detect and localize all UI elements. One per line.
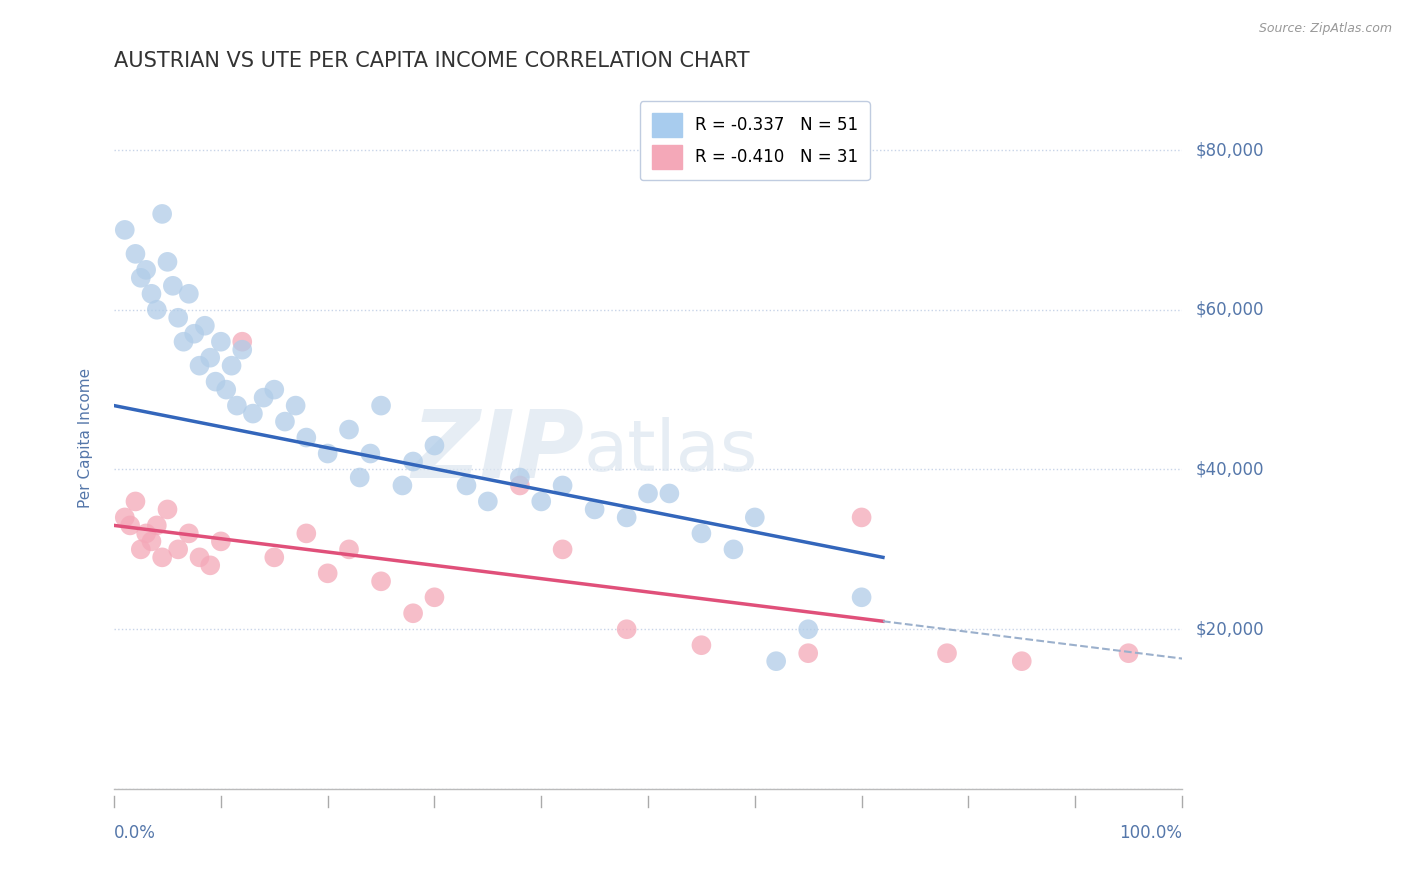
- Point: [797, 622, 820, 636]
- Point: [135, 526, 157, 541]
- Point: [274, 415, 297, 429]
- Point: [658, 486, 681, 500]
- Point: [141, 534, 163, 549]
- Point: [295, 431, 318, 445]
- Point: [370, 399, 392, 413]
- Point: [530, 494, 553, 508]
- Point: [156, 502, 179, 516]
- Point: [391, 478, 413, 492]
- Point: [637, 486, 659, 500]
- Point: [183, 326, 205, 341]
- Point: [156, 255, 179, 269]
- Y-axis label: Per Capita Income: Per Capita Income: [79, 368, 93, 508]
- Point: [177, 526, 200, 541]
- Text: $60,000: $60,000: [1197, 301, 1264, 318]
- Point: [167, 542, 190, 557]
- Point: [263, 383, 285, 397]
- Text: $20,000: $20,000: [1197, 620, 1264, 639]
- Text: atlas: atlas: [583, 417, 758, 486]
- Text: AUSTRIAN VS UTE PER CAPITA INCOME CORRELATION CHART: AUSTRIAN VS UTE PER CAPITA INCOME CORREL…: [114, 51, 749, 70]
- Point: [402, 607, 425, 621]
- Text: $40,000: $40,000: [1197, 460, 1264, 478]
- Point: [284, 399, 307, 413]
- Point: [252, 391, 274, 405]
- Point: [150, 550, 173, 565]
- Point: [477, 494, 499, 508]
- Point: [936, 646, 959, 660]
- Point: [124, 247, 146, 261]
- Point: [423, 438, 446, 452]
- Point: [402, 454, 425, 468]
- Point: [231, 334, 253, 349]
- Point: [242, 407, 264, 421]
- Text: Source: ZipAtlas.com: Source: ZipAtlas.com: [1258, 22, 1392, 36]
- Point: [124, 494, 146, 508]
- Point: [200, 351, 222, 365]
- Point: [551, 542, 574, 557]
- Point: [209, 534, 232, 549]
- Point: [1118, 646, 1140, 660]
- Point: [337, 423, 360, 437]
- Point: [316, 446, 339, 460]
- Point: [616, 510, 638, 524]
- Point: [167, 310, 190, 325]
- Point: [370, 574, 392, 589]
- Point: [263, 550, 285, 565]
- Point: [337, 542, 360, 557]
- Point: [583, 502, 606, 516]
- Text: $80,000: $80,000: [1197, 141, 1264, 159]
- Point: [797, 646, 820, 660]
- Point: [295, 526, 318, 541]
- Point: [690, 638, 713, 652]
- Point: [200, 558, 222, 573]
- Point: [177, 286, 200, 301]
- Point: [723, 542, 745, 557]
- Point: [146, 302, 169, 317]
- Point: [765, 654, 787, 668]
- Point: [120, 518, 142, 533]
- Point: [851, 591, 873, 605]
- Point: [349, 470, 371, 484]
- Legend: R = -0.337   N = 51, R = -0.410   N = 31: R = -0.337 N = 51, R = -0.410 N = 31: [640, 102, 870, 180]
- Point: [204, 375, 226, 389]
- Point: [509, 478, 531, 492]
- Point: [129, 542, 152, 557]
- Point: [509, 470, 531, 484]
- Point: [456, 478, 478, 492]
- Text: ZIP: ZIP: [411, 406, 583, 498]
- Point: [616, 622, 638, 636]
- Point: [1011, 654, 1033, 668]
- Point: [114, 223, 136, 237]
- Point: [221, 359, 243, 373]
- Point: [215, 383, 238, 397]
- Point: [141, 286, 163, 301]
- Point: [114, 510, 136, 524]
- Point: [188, 359, 211, 373]
- Point: [188, 550, 211, 565]
- Point: [135, 262, 157, 277]
- Point: [423, 591, 446, 605]
- Point: [146, 518, 169, 533]
- Point: [225, 399, 247, 413]
- Point: [690, 526, 713, 541]
- Point: [744, 510, 766, 524]
- Text: 0.0%: 0.0%: [114, 824, 156, 842]
- Point: [162, 278, 184, 293]
- Point: [359, 446, 381, 460]
- Point: [316, 566, 339, 581]
- Point: [194, 318, 217, 333]
- Point: [129, 270, 152, 285]
- Point: [209, 334, 232, 349]
- Point: [173, 334, 195, 349]
- Text: 100.0%: 100.0%: [1119, 824, 1182, 842]
- Point: [551, 478, 574, 492]
- Point: [231, 343, 253, 357]
- Point: [150, 207, 173, 221]
- Point: [851, 510, 873, 524]
